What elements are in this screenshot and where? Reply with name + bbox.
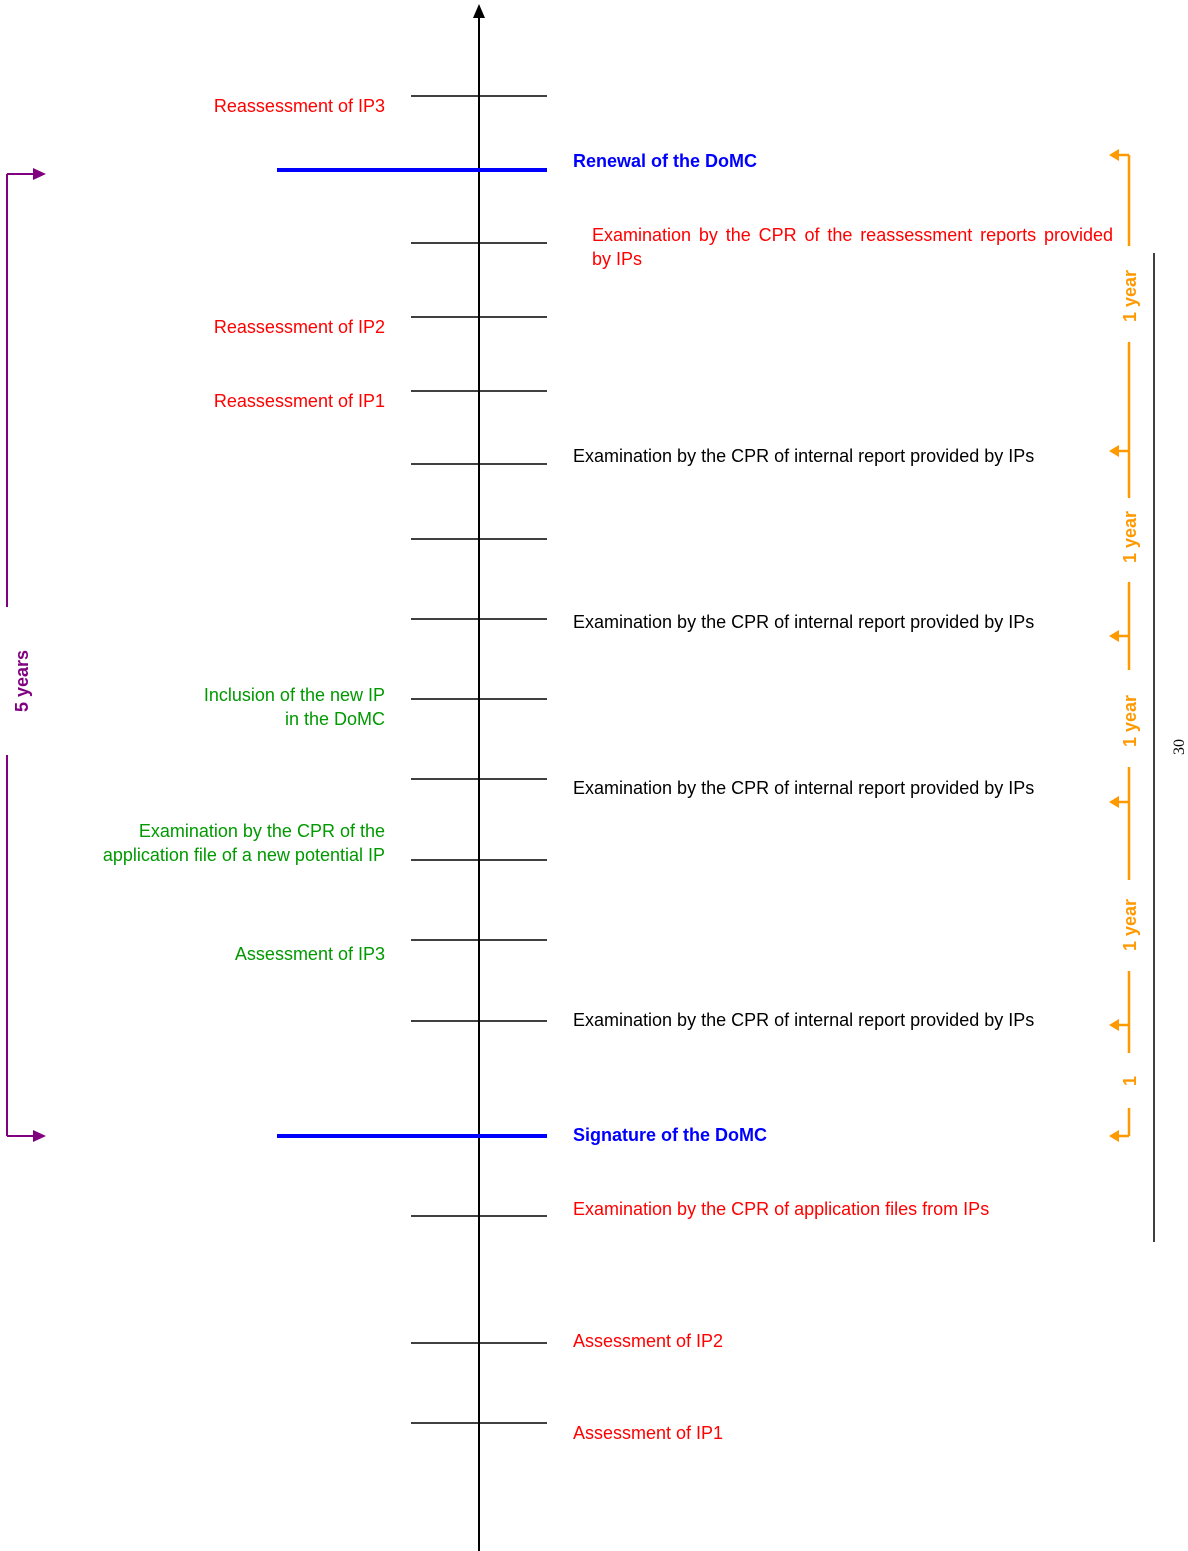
label-exam-reassessment-reports: Examination by the CPR of the reassessme… xyxy=(592,225,1113,269)
label-exam-application-files: Examination by the CPR of application fi… xyxy=(573,1199,990,1219)
label-renewal-domc: Renewal of the DoMC xyxy=(573,151,758,171)
label-exam-internal-report: Examination by the CPR of internal repor… xyxy=(573,778,1035,798)
interval-label-year: 1 year xyxy=(1120,694,1140,748)
interval-label-year: 1 year xyxy=(1120,510,1140,564)
label-reassessment-ip3: Reassessment of IP3 xyxy=(213,96,385,116)
interval-label-year: 1 year xyxy=(1120,269,1140,323)
label-exam-new-ip: Examination by the CPR of the applicatio… xyxy=(102,821,385,865)
label-assessment-ip3: Assessment of IP3 xyxy=(234,944,385,964)
label-exam-internal-report: Examination by the CPR of internal repor… xyxy=(573,446,1035,466)
label-assessment-ip2: Assessment of IP2 xyxy=(573,1331,724,1351)
label-inclusion-new-ip: Inclusion of the new IP in the DoMC xyxy=(203,685,385,729)
page-number: 30 xyxy=(1171,739,1188,755)
five-years-bracket xyxy=(6,173,34,1137)
interval-label-partial: 1 xyxy=(1120,1076,1140,1087)
label-reassessment-ip2: Reassessment of IP2 xyxy=(213,317,385,337)
year-arrowheads xyxy=(1109,149,1119,1142)
label-reassessment-ip1: Reassessment of IP1 xyxy=(213,391,385,411)
label-signature-domc: Signature of the DoMC xyxy=(573,1125,767,1145)
timeline-ticks xyxy=(411,95,547,1424)
interval-label-five-years: 5 years xyxy=(12,649,32,713)
interval-label-year: 1 year xyxy=(1120,898,1140,952)
label-exam-internal-report: Examination by the CPR of internal repor… xyxy=(573,612,1035,632)
time-axis-arrowhead xyxy=(473,4,485,18)
five-years-arrow-top xyxy=(33,168,46,180)
label-exam-internal-report: Examination by the CPR of internal repor… xyxy=(573,1010,1035,1030)
five-years-arrow-bottom xyxy=(33,1130,46,1142)
label-assessment-ip1: Assessment of IP1 xyxy=(573,1423,724,1443)
